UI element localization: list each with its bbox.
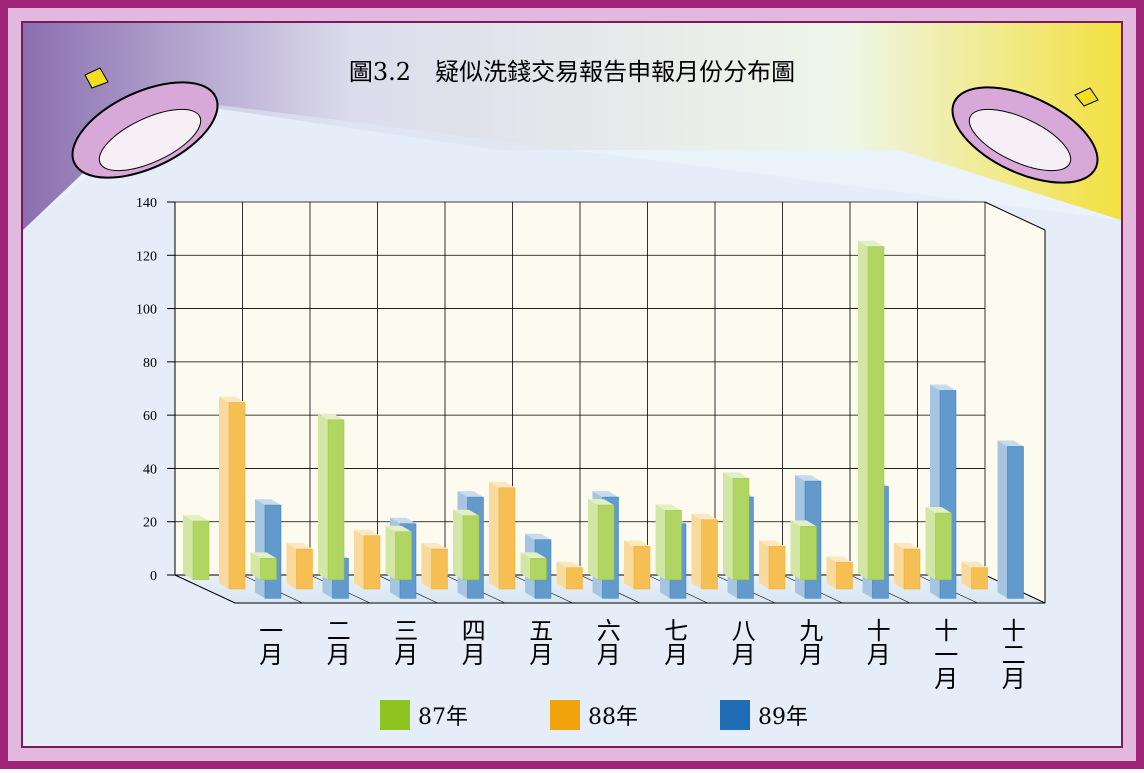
x-tick-label: 九月: [795, 618, 823, 666]
bar: [396, 532, 412, 580]
legend: 87年 88年 89年: [380, 700, 808, 730]
y-tick-label: 140: [136, 196, 157, 211]
bar-side: [318, 414, 328, 580]
y-tick-label: 120: [136, 249, 157, 264]
bar: [598, 505, 614, 580]
bar: [868, 247, 884, 580]
bar-side: [386, 526, 396, 580]
bar: [666, 510, 682, 579]
y-tick-label: 40: [143, 462, 157, 477]
bar-side: [624, 540, 634, 589]
bar: [634, 546, 650, 589]
bar-side: [656, 504, 666, 579]
bar: [432, 549, 448, 589]
legend-swatch: [550, 700, 580, 730]
bar-side: [894, 543, 904, 589]
bar-side: [354, 530, 364, 589]
x-tick-label: 四月: [457, 618, 485, 666]
legend-swatch: [380, 700, 410, 730]
y-tick-label: 0: [150, 569, 157, 584]
bar: [328, 420, 344, 580]
legend-label: 89年: [758, 705, 808, 730]
y-tick-label: 80: [143, 356, 157, 371]
x-tick-label: 五月: [525, 618, 553, 666]
bar-side: [453, 510, 463, 580]
bar: [499, 488, 515, 589]
x-tick-label: 十一月: [930, 618, 958, 690]
bar-side: [998, 440, 1008, 598]
x-tick-label: 六月: [592, 618, 620, 666]
x-tick-label: 一月: [255, 618, 283, 666]
x-tick-label: 三月: [390, 618, 418, 666]
bar: [463, 516, 479, 580]
bar: [364, 536, 380, 589]
bar: [769, 546, 785, 589]
bar: [801, 526, 817, 579]
x-tick-label: 十月: [862, 618, 890, 666]
bar-side: [489, 482, 499, 589]
bar: [702, 520, 718, 589]
bar: [733, 478, 749, 579]
y-tick-label: 100: [136, 303, 157, 318]
legend-label: 88年: [588, 705, 638, 730]
x-tick-label: 八月: [727, 618, 755, 666]
bar: [531, 558, 547, 579]
bar-side: [926, 507, 936, 580]
bar-side: [791, 520, 801, 579]
chart-title: 圖3.2 疑似洗錢交易報告申報月份分布圖: [349, 58, 795, 86]
bar-side: [255, 499, 265, 598]
bar: [936, 513, 952, 580]
bar: [193, 521, 209, 580]
bar-side: [287, 543, 297, 589]
bar: [265, 505, 281, 598]
bar: [297, 549, 313, 589]
bar-side: [219, 397, 229, 590]
x-tick-label: 十二月: [997, 618, 1025, 690]
bar: [904, 549, 920, 589]
bar-side: [183, 515, 193, 580]
bar-side: [759, 540, 769, 589]
bar-side: [723, 472, 733, 579]
bar: [229, 403, 245, 590]
bar-side: [422, 543, 432, 589]
x-tick-label: 二月: [322, 618, 350, 666]
bar: [837, 562, 853, 589]
bar: [567, 568, 583, 589]
legend-swatch: [720, 700, 750, 730]
bar: [1008, 446, 1024, 598]
bar-side: [588, 499, 598, 580]
x-tick-label: 七月: [660, 618, 688, 666]
bar: [972, 568, 988, 589]
bar-side: [858, 241, 868, 580]
legend-label: 87年: [418, 705, 468, 730]
y-tick-label: 60: [143, 409, 157, 424]
bar: [261, 558, 277, 579]
y-tick-label: 20: [143, 516, 157, 531]
bar-side: [692, 514, 702, 589]
chart: 圖3.2 疑似洗錢交易報告申報月份分布圖 87年 88年 89年 0 20 40 60 80…: [0, 0, 1144, 769]
